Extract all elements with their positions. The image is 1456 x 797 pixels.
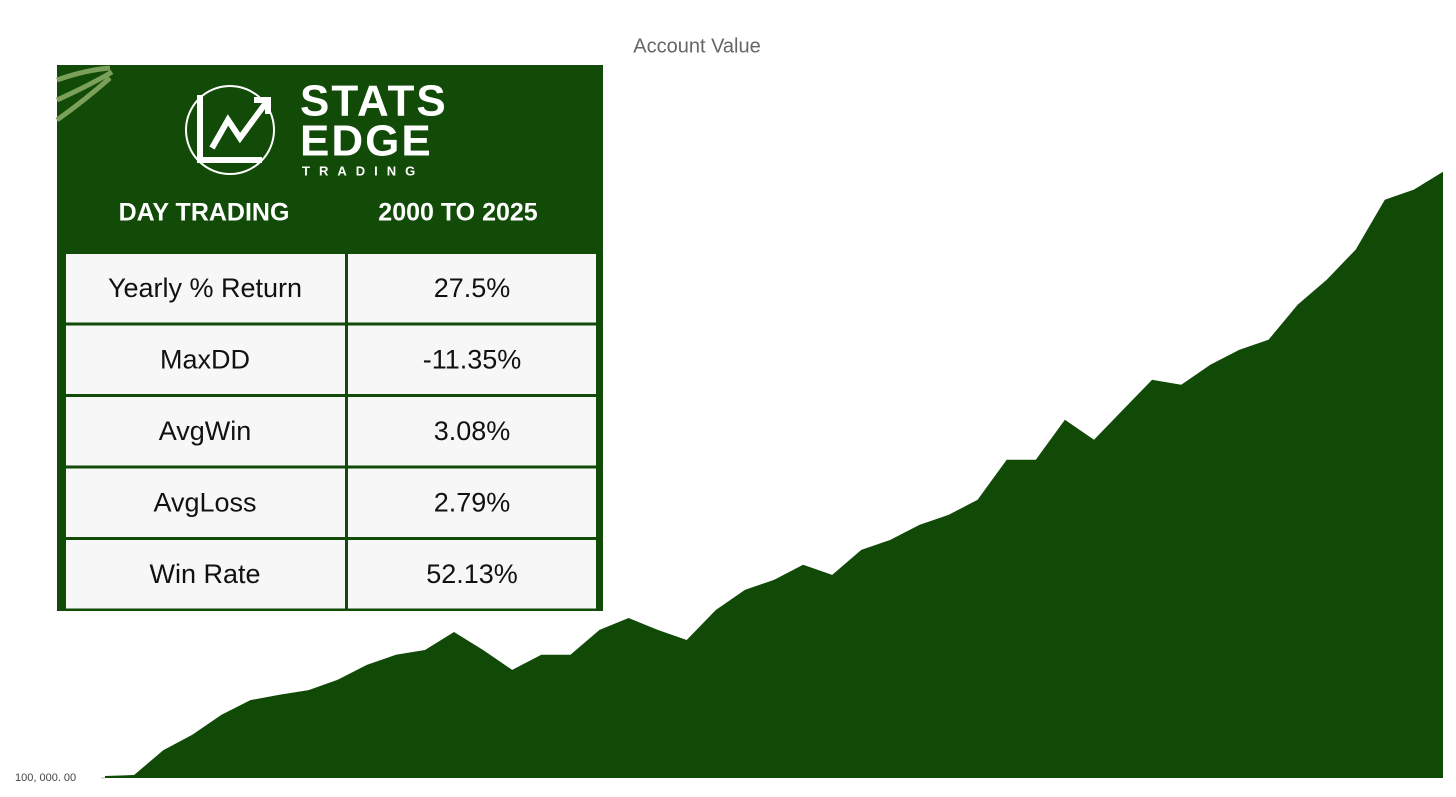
table-cell <box>348 540 596 609</box>
row-value: -11.35% <box>423 344 522 374</box>
row-value: 2.79% <box>434 487 511 517</box>
logo-ring <box>185 85 275 175</box>
table-cell <box>66 325 345 394</box>
table-cell <box>66 397 345 466</box>
table-cell <box>348 254 596 323</box>
row-value: 27.5% <box>434 273 511 303</box>
header-cell: 2000 TO 2025 <box>378 199 537 227</box>
logo-text: TRADING <box>302 163 424 178</box>
table-cell <box>66 468 345 537</box>
row-label: Win Rate <box>149 559 260 589</box>
plot: 100, 000. 00 <box>15 171 1443 784</box>
logo-icon <box>197 95 271 163</box>
table-cell <box>348 397 596 466</box>
chart-title: Account Value <box>633 35 761 57</box>
row-label: AvgWin <box>159 416 252 446</box>
stats-panel: STATS EDGE TRADING DAY TRADING 2000 TO 2… <box>55 65 603 611</box>
decor <box>55 65 114 123</box>
area <box>105 171 1443 778</box>
y-tick-label: 100, 000. 00 <box>15 772 76 784</box>
table-cell <box>348 468 596 537</box>
row-value: 52.13% <box>426 559 518 589</box>
row-value: 3.08% <box>434 416 511 446</box>
table-cell <box>348 325 596 394</box>
table-cell <box>66 254 345 323</box>
header-cell: DAY TRADING <box>119 199 290 227</box>
table: Yearly % Return 27.5% MaxDD -11.35% AvgWin 3.… <box>66 254 596 609</box>
logo-text: STATS <box>300 77 448 126</box>
row-label: AvgLoss <box>153 487 256 517</box>
row-label: MaxDD <box>160 344 250 374</box>
logo-text: EDGE <box>300 117 433 166</box>
table-cell <box>66 540 345 609</box>
row-label: Yearly % Return <box>108 273 302 303</box>
